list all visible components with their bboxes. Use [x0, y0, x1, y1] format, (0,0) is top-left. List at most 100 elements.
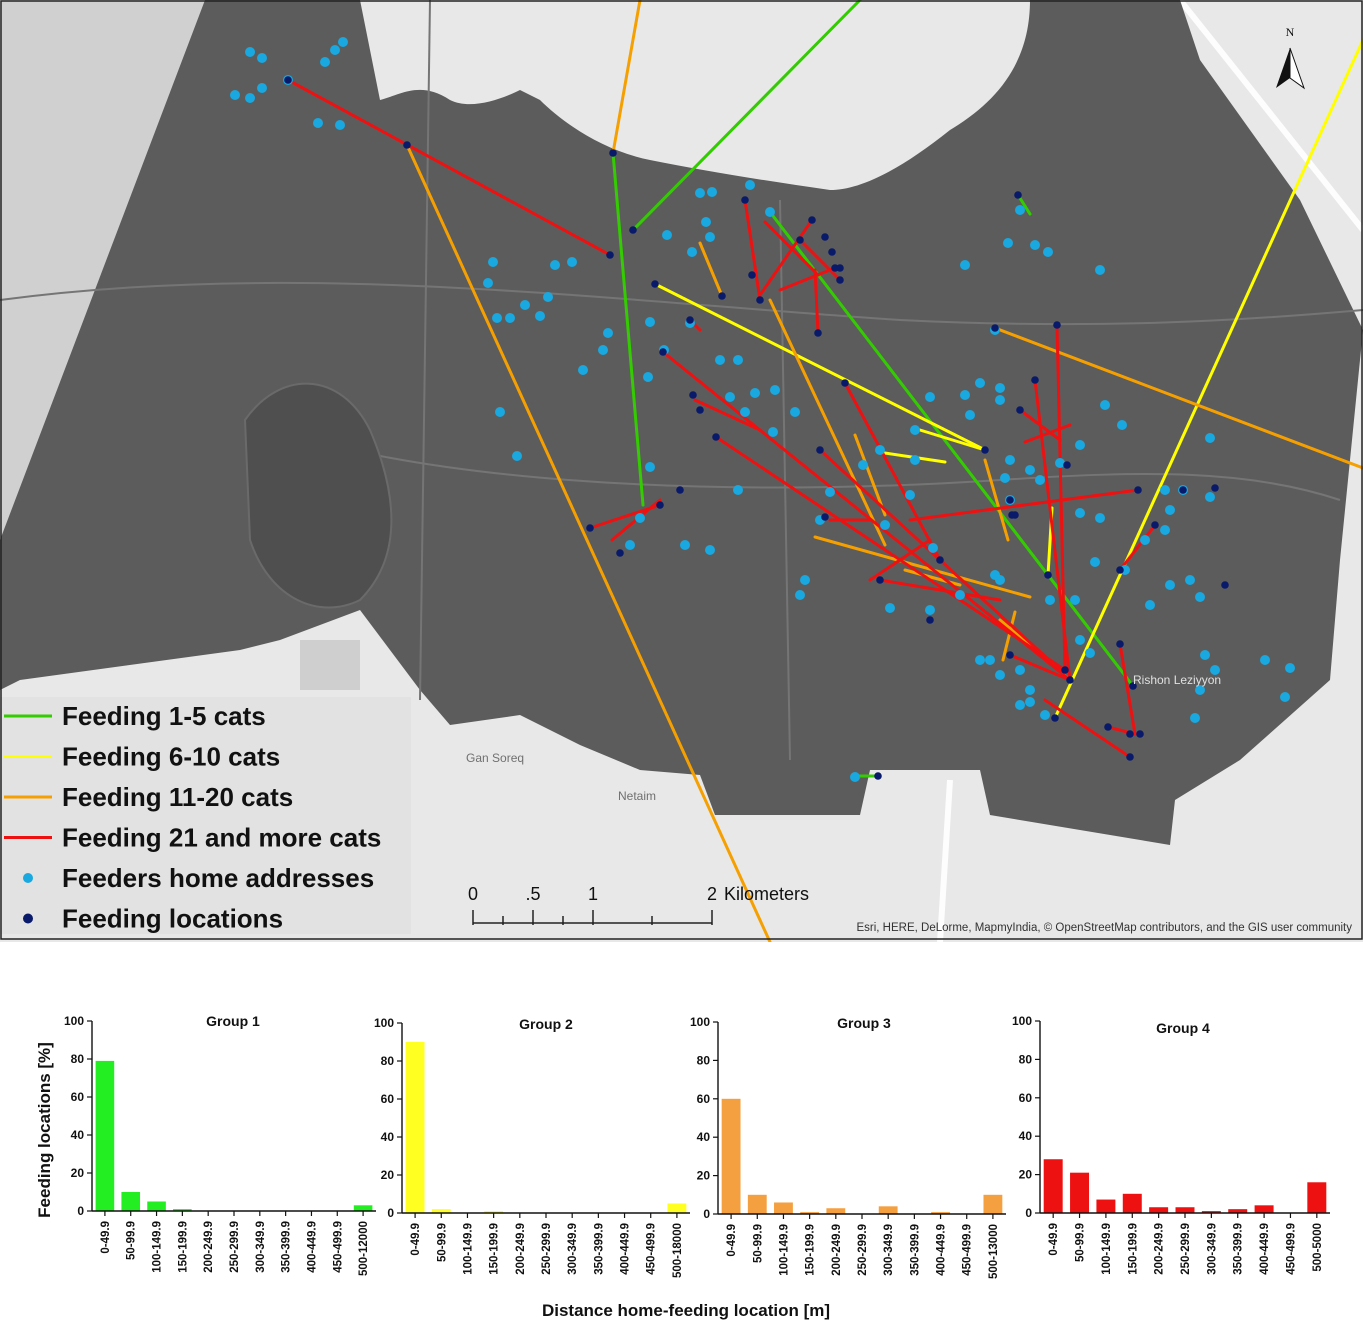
feeding-location-marker [656, 501, 664, 509]
feeding-location-marker [1211, 484, 1219, 492]
feeding-location-marker [659, 348, 667, 356]
feeder-home-marker [662, 230, 672, 240]
feeder-home-marker [495, 407, 505, 417]
x-tick-label: 300-349.9 [567, 1223, 579, 1275]
y-tick-label: 20 [1019, 1168, 1033, 1182]
y-tick-label: 40 [697, 1130, 711, 1144]
feeding-location-marker [616, 549, 624, 557]
x-tick-label: 50-99.9 [752, 1224, 764, 1263]
feeder-home-marker [1045, 595, 1055, 605]
feeding-location-marker [926, 616, 934, 624]
feeder-home-marker [535, 311, 545, 321]
scale-tick-half: .5 [525, 884, 540, 904]
feeding-map: Rishon Leziyyon Gan Soreq Netaim N Feedi… [0, 0, 1363, 942]
feeder-home-marker [1075, 508, 1085, 518]
bar [1307, 1182, 1327, 1213]
feeder-home-marker [740, 407, 750, 417]
bar [721, 1098, 741, 1214]
feeding-location-marker [748, 271, 756, 279]
x-tick-label: 350-399.9 [1233, 1223, 1245, 1275]
feeder-home-marker [645, 317, 655, 327]
feeder-home-marker [635, 513, 645, 523]
feeder-home-marker [625, 540, 635, 550]
feeder-home-marker [995, 670, 1005, 680]
x-tick-label: 50-99.9 [436, 1223, 448, 1262]
feeder-home-marker [955, 590, 965, 600]
svg-text:N: N [1286, 25, 1295, 39]
x-tick-label: 0-49.9 [1048, 1223, 1060, 1256]
legend-label: Feeding 21 and more cats [62, 823, 381, 853]
feeder-home-marker [320, 57, 330, 67]
feeder-home-marker [1000, 473, 1010, 483]
feeding-location-marker [1006, 651, 1014, 659]
feeder-home-marker [960, 390, 970, 400]
feeding-location-marker [1063, 461, 1071, 469]
feeding-location-marker [1116, 566, 1124, 574]
bar [826, 1208, 846, 1214]
place-label-gan-soreq: Gan Soreq [466, 751, 524, 765]
feeder-home-marker [1075, 440, 1085, 450]
place-label-netaim: Netaim [618, 789, 656, 803]
feeding-location-marker [741, 196, 749, 204]
bar [931, 1212, 950, 1214]
feeder-home-marker [928, 543, 938, 553]
x-tick-label: 250-299.9 [229, 1221, 241, 1273]
x-tick-label: 200-249.9 [515, 1223, 527, 1275]
histogram-panel: Feeding locations [%] Distance home-feed… [35, 1013, 1330, 1320]
feeder-home-marker [1165, 505, 1175, 515]
legend-label: Feeding 11-20 cats [62, 782, 293, 812]
y-tick-label: 40 [71, 1128, 85, 1142]
bar [1228, 1209, 1248, 1213]
feeder-home-marker [960, 260, 970, 270]
x-tick-label: 350-399.9 [593, 1223, 605, 1275]
y-axis-title: Feeding locations [%] [35, 1042, 54, 1218]
x-tick-label: 200-249.9 [1154, 1223, 1166, 1275]
x-tick-label: 450-499.9 [1285, 1223, 1297, 1275]
x-tick-label: 400-449.9 [306, 1221, 318, 1273]
bar [147, 1201, 166, 1211]
feeder-home-marker [680, 540, 690, 550]
feeding-location-marker [796, 236, 804, 244]
feeder-home-marker [768, 427, 778, 437]
x-tick-label: 300-349.9 [883, 1224, 895, 1276]
scale-bar-labels: 0 .5 1 2 Kilometers [468, 884, 809, 904]
feeding-location-marker [936, 556, 944, 564]
feeder-home-marker [1210, 665, 1220, 675]
feeder-home-marker [330, 45, 340, 55]
feeder-home-marker [770, 385, 780, 395]
x-tick-label: 250-299.9 [541, 1223, 553, 1275]
feeding-location-marker [609, 149, 617, 157]
x-tick-label: 0-49.9 [100, 1221, 112, 1254]
feeder-home-marker [687, 247, 697, 257]
x-tick-label: 450-499.9 [332, 1221, 344, 1273]
y-tick-label: 20 [697, 1169, 711, 1183]
feeder-home-marker [1140, 535, 1150, 545]
feeding-location-marker [284, 76, 292, 84]
feeder-home-marker [505, 313, 515, 323]
x-tick-label: 150-199.9 [1127, 1223, 1139, 1275]
feeder-home-marker [1015, 665, 1025, 675]
legend-swatch-dot [23, 873, 33, 883]
feeder-home-marker [1205, 492, 1215, 502]
feeder-home-marker [715, 355, 725, 365]
feeding-location-marker [586, 524, 594, 532]
feeder-home-marker [1260, 655, 1270, 665]
x-tick-label: 350-399.9 [281, 1221, 293, 1273]
chart-title: Group 3 [837, 1015, 891, 1031]
y-tick-label: 0 [387, 1206, 394, 1220]
y-tick-label: 20 [381, 1168, 395, 1182]
feeder-home-marker [765, 207, 775, 217]
bar [1043, 1159, 1063, 1213]
legend-swatch-dot [23, 913, 33, 924]
feeding-location-marker [629, 226, 637, 234]
scale-bar [472, 910, 713, 925]
place-label-rishon: Rishon Leziyyon [1133, 673, 1221, 687]
feeding-location-marker [828, 248, 836, 256]
feeding-location-marker [1006, 496, 1014, 504]
feeding-location-marker [1051, 714, 1059, 722]
feeder-home-marker [257, 53, 267, 63]
chart-title: Group 1 [206, 1013, 260, 1029]
feeder-home-marker [1145, 600, 1155, 610]
feeder-home-marker [733, 485, 743, 495]
feeding-location-marker [814, 329, 822, 337]
